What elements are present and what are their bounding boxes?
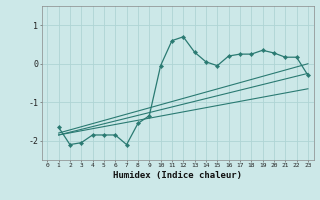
X-axis label: Humidex (Indice chaleur): Humidex (Indice chaleur) — [113, 171, 242, 180]
